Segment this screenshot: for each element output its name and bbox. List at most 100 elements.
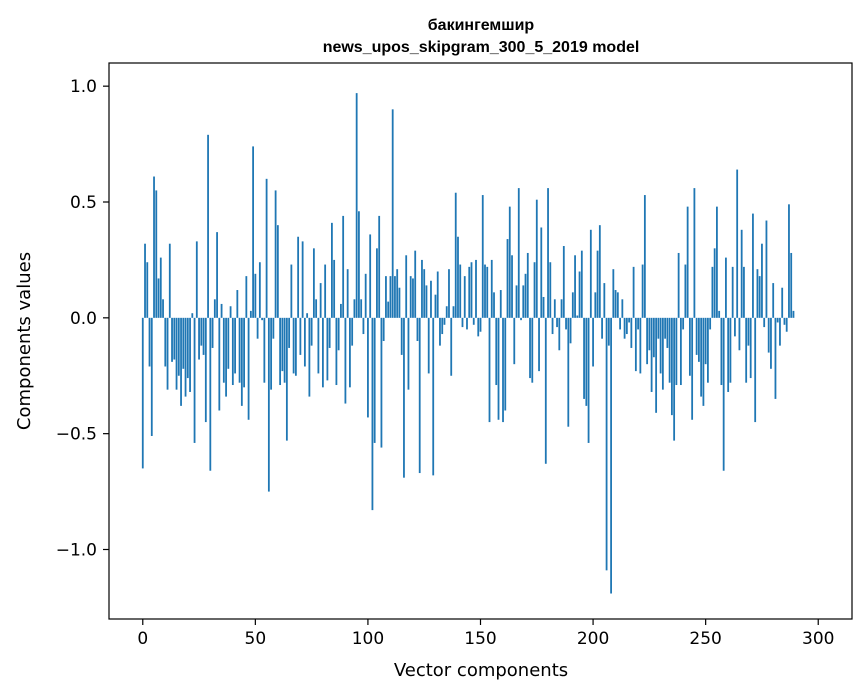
- bar: [657, 317, 660, 339]
- bar: [427, 317, 430, 374]
- bar: [394, 276, 396, 318]
- bar: [580, 250, 583, 318]
- bar: [592, 317, 594, 367]
- bar: [578, 271, 581, 318]
- bar: [621, 299, 624, 318]
- bars-group: [141, 93, 795, 594]
- bar: [380, 317, 383, 448]
- bar: [358, 211, 360, 318]
- bar: [513, 317, 516, 365]
- bar: [484, 264, 486, 318]
- bar: [646, 317, 649, 365]
- bar: [159, 257, 162, 318]
- bar: [387, 301, 390, 318]
- bar: [637, 317, 640, 330]
- bar: [740, 229, 743, 318]
- bar: [486, 266, 489, 318]
- bar: [668, 317, 671, 383]
- bar: [141, 317, 144, 469]
- bar: [148, 317, 151, 367]
- bar: [585, 317, 588, 406]
- bar: [326, 317, 329, 381]
- bar: [697, 317, 700, 362]
- bar: [407, 317, 410, 390]
- bar: [707, 317, 709, 383]
- bar: [571, 292, 574, 318]
- bar: [535, 199, 538, 318]
- y-axis-ticks: 1.0 0.5 0.0 −0.5 −1.0: [56, 77, 109, 561]
- bar: [745, 317, 748, 383]
- bar: [702, 317, 705, 406]
- bar: [776, 317, 779, 323]
- bar: [506, 239, 509, 318]
- y-tick-label: 0.0: [70, 309, 97, 329]
- bar: [544, 317, 547, 464]
- x-tick-label: 0: [137, 629, 148, 649]
- bar: [761, 243, 763, 318]
- bar: [168, 243, 171, 318]
- bar: [351, 317, 354, 346]
- bar: [729, 317, 732, 383]
- bar: [565, 317, 567, 330]
- bar: [222, 317, 225, 383]
- bar: [567, 317, 570, 427]
- bar: [508, 206, 511, 318]
- bar: [396, 269, 399, 318]
- bar: [596, 250, 599, 318]
- bar: [749, 317, 752, 379]
- bar: [470, 262, 473, 318]
- bar: [785, 317, 788, 332]
- bar: [416, 317, 419, 341]
- bar: [686, 206, 689, 318]
- bar: [466, 317, 468, 330]
- bar: [285, 317, 288, 441]
- bar: [560, 299, 563, 318]
- bar: [682, 317, 685, 330]
- bar: [648, 317, 651, 351]
- bar: [144, 243, 146, 318]
- bar: [276, 225, 279, 318]
- bar: [171, 317, 173, 362]
- bar: [405, 255, 408, 318]
- bar: [432, 317, 435, 476]
- bar: [378, 215, 381, 318]
- bar: [344, 317, 347, 404]
- bar: [355, 93, 358, 318]
- bar: [504, 317, 507, 411]
- bar: [652, 317, 655, 358]
- y-tick-label: −0.5: [56, 425, 97, 445]
- bar: [229, 306, 232, 318]
- bar: [607, 317, 610, 346]
- bar: [412, 278, 414, 318]
- bar: [414, 250, 417, 318]
- x-tick-label: 200: [577, 629, 609, 649]
- bar: [317, 317, 320, 374]
- bar: [274, 190, 277, 318]
- bar: [360, 299, 363, 318]
- bar: [736, 169, 739, 318]
- bar: [490, 259, 493, 318]
- bar: [614, 290, 617, 318]
- bar: [353, 299, 356, 318]
- bar: [562, 246, 565, 318]
- bar: [677, 252, 680, 318]
- bar: [522, 285, 525, 318]
- x-tick-label: 100: [352, 629, 384, 649]
- bar: [720, 317, 723, 386]
- bar: [220, 303, 223, 318]
- bar: [556, 317, 558, 328]
- bar: [301, 241, 304, 318]
- bar: [204, 317, 207, 423]
- bar: [493, 292, 495, 318]
- bar: [529, 317, 531, 379]
- bar: [650, 317, 653, 392]
- bar: [439, 317, 441, 346]
- bar: [481, 195, 484, 318]
- bar: [155, 190, 158, 318]
- bar: [362, 317, 365, 335]
- bar: [718, 310, 721, 318]
- bar: [569, 317, 572, 344]
- bar: [684, 264, 687, 318]
- bar: [781, 287, 784, 318]
